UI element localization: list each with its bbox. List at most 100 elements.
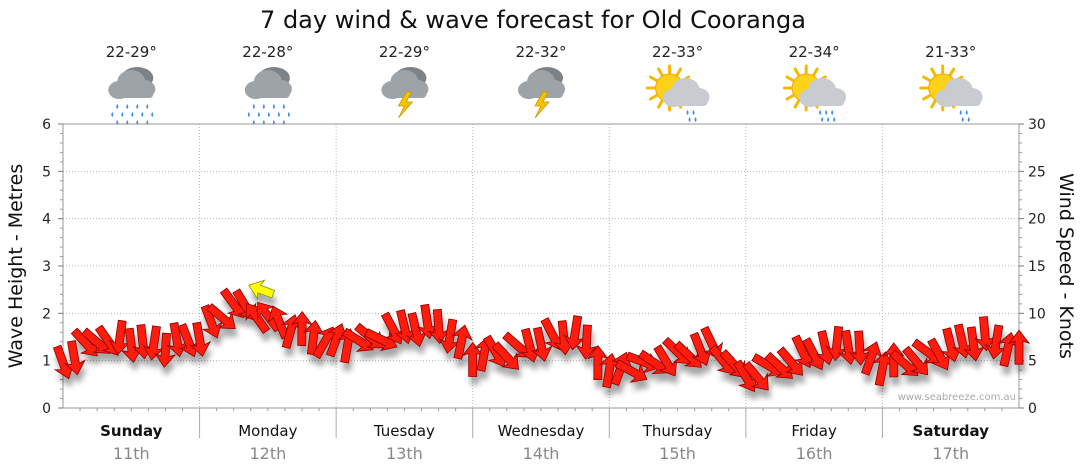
day-label-wednesday: Wednesday (498, 422, 585, 440)
raindrop (959, 110, 962, 115)
sun-ray (649, 93, 659, 101)
y-axis-left-label: Wave Height - Metres (5, 164, 27, 368)
raindrop (282, 104, 285, 109)
date-label-thursday: 15th (659, 444, 696, 463)
y-left-tick-label: 4 (42, 212, 51, 228)
sun-ray (675, 67, 683, 78)
raindrop (272, 104, 275, 109)
wind-arrow (530, 326, 553, 362)
rain-cloud-icon (108, 67, 156, 125)
temperature-label-monday: 22-28° (242, 43, 293, 61)
y-left-tick-label: 2 (42, 306, 51, 322)
day-label-monday: Monday (238, 422, 297, 440)
sun-ray (785, 75, 796, 83)
raindrop (694, 117, 697, 122)
wind-arrow (901, 345, 929, 376)
y-left-tick-label: 5 (42, 164, 51, 180)
wind-arrow (64, 340, 86, 376)
temperature-label-friday: 22-34° (789, 43, 840, 61)
wind-arrow (290, 310, 314, 347)
y-right-tick-label: 10 (1028, 306, 1046, 322)
raindrop (116, 104, 119, 109)
raindrop (136, 104, 139, 109)
storm-cloud-icon (381, 67, 429, 119)
raindrop (252, 104, 255, 109)
wind-arrow (491, 341, 519, 370)
raindrop (688, 117, 691, 122)
raindrop (821, 117, 824, 122)
y-right-tick-label: 0 (1028, 401, 1037, 417)
raindrop (267, 112, 270, 117)
temperature-label-tuesday: 22-29° (379, 43, 430, 61)
sun-ray (922, 75, 933, 83)
sun-ray (649, 75, 659, 83)
raindrop (121, 112, 124, 117)
raindrop (967, 117, 970, 122)
y-right-tick-label: 30 (1028, 117, 1046, 133)
storm-cloud-icon (518, 67, 565, 119)
wind-arrow (742, 360, 769, 391)
cloud-base (802, 97, 845, 106)
raindrop (287, 112, 290, 117)
raindrop (827, 117, 830, 122)
wind-arrow (154, 332, 177, 368)
sun-ray (793, 98, 801, 109)
raindrop (819, 110, 822, 115)
y-left-tick-label: 6 (42, 117, 51, 133)
lightning-bolt (534, 91, 550, 119)
raindrop (686, 110, 689, 115)
watermark-text: www.seabreeze.com.au (898, 392, 1016, 403)
y-right-tick-label: 15 (1028, 259, 1046, 275)
chart-title: 7 day wind & wave forecast for Old Coora… (260, 6, 806, 34)
raindrop (247, 112, 250, 117)
raindrop (831, 110, 834, 115)
sun-shower-icon (646, 64, 710, 122)
wind-arrow (189, 321, 212, 357)
cloud-base (665, 97, 708, 106)
raindrop (277, 112, 280, 117)
raindrop (126, 104, 129, 109)
wind-arrow-highlight (248, 279, 276, 301)
day-label-thursday: Thursday (642, 422, 713, 440)
sun-rain-icon (782, 64, 847, 122)
raindrop (262, 104, 265, 109)
day-label-tuesday: Tuesday (373, 422, 435, 440)
sun-ray (785, 93, 796, 101)
wind-arrow (451, 324, 473, 360)
cloud-base (111, 89, 154, 98)
y-right-tick-label: 5 (1028, 354, 1037, 370)
sun-ray (657, 67, 665, 78)
y-right-tick-label: 20 (1028, 212, 1046, 228)
raindrop (257, 112, 260, 117)
raindrop (131, 112, 134, 117)
wind-arrow (200, 304, 223, 339)
y-left-tick-label: 3 (42, 259, 51, 275)
date-label-tuesday: 13th (386, 444, 423, 463)
sun-ray (930, 67, 938, 78)
sun-ray (922, 93, 933, 101)
raindrop (111, 112, 114, 117)
wind-arrow (364, 328, 398, 352)
date-label-friday: 16th (796, 444, 833, 463)
temperature-label-sunday: 22-29° (106, 43, 157, 61)
date-label-monday: 12th (249, 444, 286, 463)
day-label-friday: Friday (791, 422, 837, 440)
sun-ray (793, 67, 801, 78)
raindrop (833, 117, 836, 122)
y-left-tick-label: 0 (42, 401, 51, 417)
raindrop (146, 104, 149, 109)
temperature-label-saturday: 21-33° (925, 43, 976, 61)
wind-arrow (575, 324, 598, 360)
wind-arrow (614, 359, 648, 383)
lightning-bolt (397, 91, 414, 119)
sun-ray (930, 98, 938, 109)
raindrop (965, 110, 968, 115)
cloud-base (938, 97, 981, 106)
cloud-base (247, 89, 290, 98)
raindrop (692, 110, 695, 115)
y-axis-right-label: Wind Speed - Knots (1055, 173, 1077, 359)
sun-shower-icon (919, 64, 983, 122)
sun-ray (948, 67, 956, 78)
y-left-tick-label: 1 (42, 354, 51, 370)
